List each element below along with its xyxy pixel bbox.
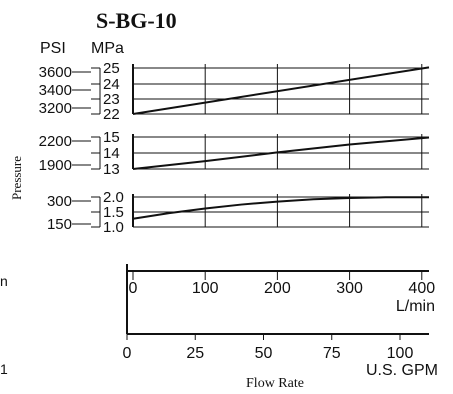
psi-tick-label: 300 (47, 193, 72, 210)
psi-tick-label: 3600 (39, 64, 72, 81)
gpm-unit: U.S. GPM (366, 362, 438, 379)
psi-tick-label: 3400 (39, 82, 72, 99)
pressure-panel-3: 2.01.51.0 300 150 (47, 189, 429, 236)
lmin-tick-label: 0 (129, 280, 138, 297)
mpa-header: MPa (91, 40, 124, 57)
gpm-tick-label: 0 (123, 345, 132, 362)
x-axis-label: Flow Rate (246, 376, 304, 391)
mpa-tick-label: 24 (103, 76, 120, 93)
mpa-tick-label: 1.0 (103, 219, 124, 236)
psi-header: PSI (40, 40, 66, 57)
lmin-unit: L/min (396, 298, 435, 315)
gpm-tick-label: 100 (387, 345, 414, 362)
mpa-tick-label: 2.0 (103, 189, 124, 206)
chart-title: S-BG-10 (96, 8, 177, 33)
lmin-tick-label: 200 (264, 280, 291, 297)
gpm-tick-label: 75 (323, 345, 341, 362)
pressure-curve (132, 66, 430, 115)
psi-tick-label: 1900 (39, 157, 72, 174)
mpa-tick-label: 25 (103, 60, 120, 77)
mpa-tick-label: 1.5 (103, 204, 124, 221)
psi-tick-label: 3200 (39, 100, 72, 117)
lmin-tick-group: 0 100 200 300 400 (129, 271, 435, 297)
flow-axis-block: 0 100 200 300 400 0 25 50 75 100 L/min U.S. GPM … (123, 264, 438, 391)
gpm-tick-label: 25 (186, 345, 204, 362)
pressure-curve (132, 196, 429, 220)
y-axis-label: Pressure (9, 156, 24, 200)
psi-tick-label: 150 (47, 216, 72, 233)
mpa-tick-label: 13 (103, 161, 120, 178)
gpm-tick-label: 50 (255, 345, 273, 362)
pressure-curve (132, 136, 430, 170)
lmin-tick-label: 400 (408, 280, 435, 297)
left-fragment-1: n (0, 273, 8, 289)
mpa-tick-label: 23 (103, 91, 120, 108)
mpa-tick-label: 14 (103, 145, 120, 162)
mpa-tick-label: 15 (103, 129, 120, 146)
mpa-tick-label: 22 (103, 106, 120, 123)
gpm-tick-group: 0 25 50 75 100 (123, 334, 414, 362)
lmin-tick-label: 100 (192, 280, 219, 297)
psi-tick-label: 2200 (39, 133, 72, 150)
left-fragment-2: 1 (0, 361, 8, 377)
lmin-tick-label: 300 (336, 280, 363, 297)
